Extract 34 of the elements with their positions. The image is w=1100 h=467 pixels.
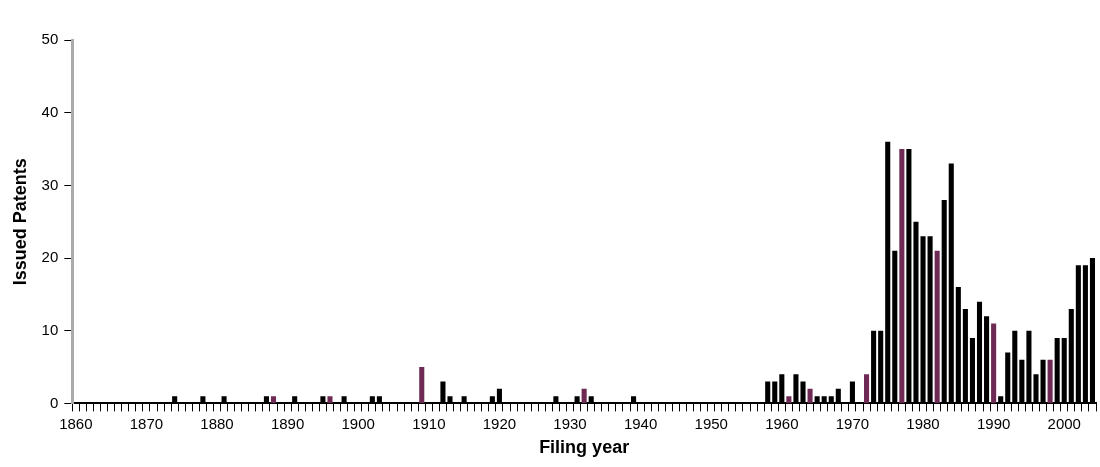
bar xyxy=(327,396,333,403)
bar xyxy=(807,388,813,403)
x-tick-label: 1870 xyxy=(129,414,164,432)
y-axis-title: Issued Patents xyxy=(9,158,30,286)
bar xyxy=(1047,359,1053,403)
x-tick-label: 1890 xyxy=(270,414,305,432)
x-tick-label: 1940 xyxy=(623,414,658,432)
x-tick-label: 1910 xyxy=(412,414,446,432)
x-tick-label: 2000 xyxy=(1047,414,1081,432)
y-tick-label: 0 xyxy=(49,393,59,411)
y-tick-label: 10 xyxy=(41,320,59,338)
x-tick-label: 1950 xyxy=(694,414,728,432)
bar xyxy=(899,149,905,403)
bar xyxy=(934,250,940,403)
y-tick-label: 20 xyxy=(41,248,59,266)
x-tick-label: 1900 xyxy=(341,414,375,432)
x-tick-label: 1980 xyxy=(906,414,940,432)
y-tick-label: 50 xyxy=(41,30,59,48)
y-tick-label: 30 xyxy=(41,175,59,193)
x-tick-label: 1970 xyxy=(835,414,870,432)
y-tick-label: 40 xyxy=(41,102,59,120)
bar xyxy=(270,396,277,403)
x-tick-label: 1960 xyxy=(765,414,799,432)
bar xyxy=(786,396,792,403)
bar xyxy=(991,323,997,403)
x-axis-title: Filing year xyxy=(539,437,630,458)
x-tick-label: 1920 xyxy=(482,414,517,432)
bar xyxy=(419,367,425,403)
x-tick-label: 1860 xyxy=(59,414,93,432)
bar xyxy=(864,374,870,403)
x-tick-label: 1990 xyxy=(976,414,1011,432)
bar xyxy=(581,388,587,403)
x-tick-label: 1880 xyxy=(200,414,234,432)
x-tick-label: 1930 xyxy=(553,414,587,432)
